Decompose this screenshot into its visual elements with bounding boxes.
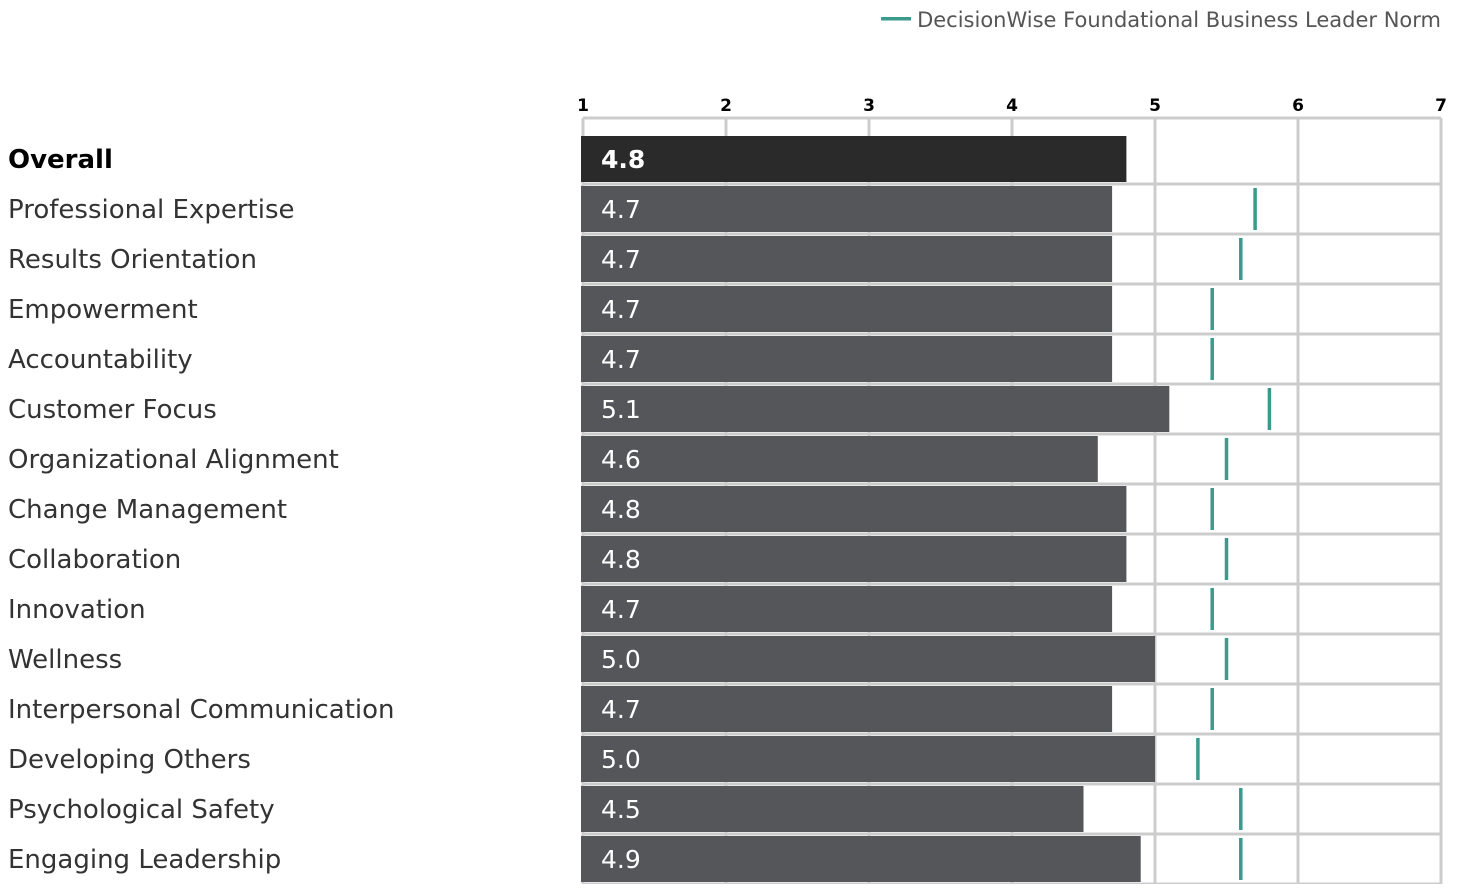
bar-value-label: 4.6 bbox=[601, 445, 641, 474]
x-tick-label: 6 bbox=[1292, 96, 1304, 116]
category-label: Results Orientation bbox=[8, 245, 257, 275]
category-label: Developing Others bbox=[8, 745, 251, 775]
bar bbox=[581, 186, 1113, 232]
norm-marker bbox=[1210, 488, 1214, 530]
x-tick-label: 1 bbox=[577, 96, 589, 116]
norm-marker bbox=[1224, 638, 1229, 680]
category-label: Organizational Alignment bbox=[8, 445, 339, 475]
bar-value-label: 4.9 bbox=[601, 845, 641, 874]
norm-marker bbox=[1210, 338, 1214, 380]
bar bbox=[581, 336, 1113, 382]
bar bbox=[581, 486, 1127, 532]
category-label: Customer Focus bbox=[8, 395, 217, 425]
norm-marker bbox=[1196, 738, 1200, 780]
bar bbox=[581, 636, 1155, 682]
bar-value-label: 4.5 bbox=[601, 795, 641, 824]
norm-marker bbox=[1210, 588, 1214, 630]
bar-value-label: 4.8 bbox=[601, 145, 645, 174]
category-label: Accountability bbox=[8, 345, 193, 375]
legend-swatch bbox=[881, 17, 912, 21]
norm-marker bbox=[1253, 188, 1257, 230]
x-tick-label: 3 bbox=[863, 96, 875, 116]
bar-value-label: 4.7 bbox=[601, 345, 641, 374]
x-tick-label: 7 bbox=[1435, 96, 1447, 116]
bar-value-label: 4.8 bbox=[601, 545, 641, 574]
bar bbox=[581, 386, 1170, 432]
x-tick-label: 4 bbox=[1006, 96, 1018, 116]
bar bbox=[581, 236, 1113, 282]
bar-value-label: 5.0 bbox=[601, 645, 641, 674]
norm-marker bbox=[1267, 388, 1272, 430]
category-label: Interpersonal Communication bbox=[8, 695, 395, 725]
bar-value-label: 4.7 bbox=[601, 595, 641, 624]
x-tick-label: 2 bbox=[720, 96, 732, 116]
bar bbox=[581, 586, 1113, 632]
category-label: Wellness bbox=[8, 645, 122, 675]
category-label: Change Management bbox=[8, 495, 287, 525]
bar-value-label: 4.7 bbox=[601, 195, 641, 224]
legend-label: DecisionWise Foundational Business Leade… bbox=[917, 8, 1441, 32]
bar bbox=[581, 536, 1127, 582]
bar bbox=[581, 736, 1155, 782]
bar-value-label: 5.1 bbox=[601, 395, 641, 424]
bar-value-label: 4.8 bbox=[601, 495, 641, 524]
x-tick-label: 5 bbox=[1149, 96, 1161, 116]
category-label: Empowerment bbox=[8, 295, 198, 325]
bar-value-label: 4.7 bbox=[601, 245, 641, 274]
bar bbox=[581, 436, 1098, 482]
category-label: Psychological Safety bbox=[8, 795, 275, 825]
bar-value-label: 5.0 bbox=[601, 745, 641, 774]
bar-value-label: 4.7 bbox=[601, 295, 641, 324]
norm-marker bbox=[1239, 838, 1243, 880]
norm-marker bbox=[1210, 688, 1214, 730]
bar-value-label: 4.7 bbox=[601, 695, 641, 724]
bar bbox=[581, 836, 1141, 882]
category-label: Overall bbox=[8, 145, 113, 175]
norm-marker bbox=[1224, 538, 1229, 580]
norm-marker bbox=[1239, 788, 1243, 830]
bar bbox=[581, 286, 1113, 332]
bar bbox=[581, 786, 1084, 832]
bar bbox=[581, 136, 1127, 182]
category-label: Innovation bbox=[8, 595, 146, 625]
category-label: Professional Expertise bbox=[8, 195, 294, 225]
bar bbox=[581, 686, 1113, 732]
norm-marker bbox=[1239, 238, 1243, 280]
norm-marker bbox=[1224, 438, 1229, 480]
category-label: Collaboration bbox=[8, 545, 181, 575]
norm-marker bbox=[1210, 288, 1214, 330]
category-label: Engaging Leadership bbox=[8, 845, 281, 875]
